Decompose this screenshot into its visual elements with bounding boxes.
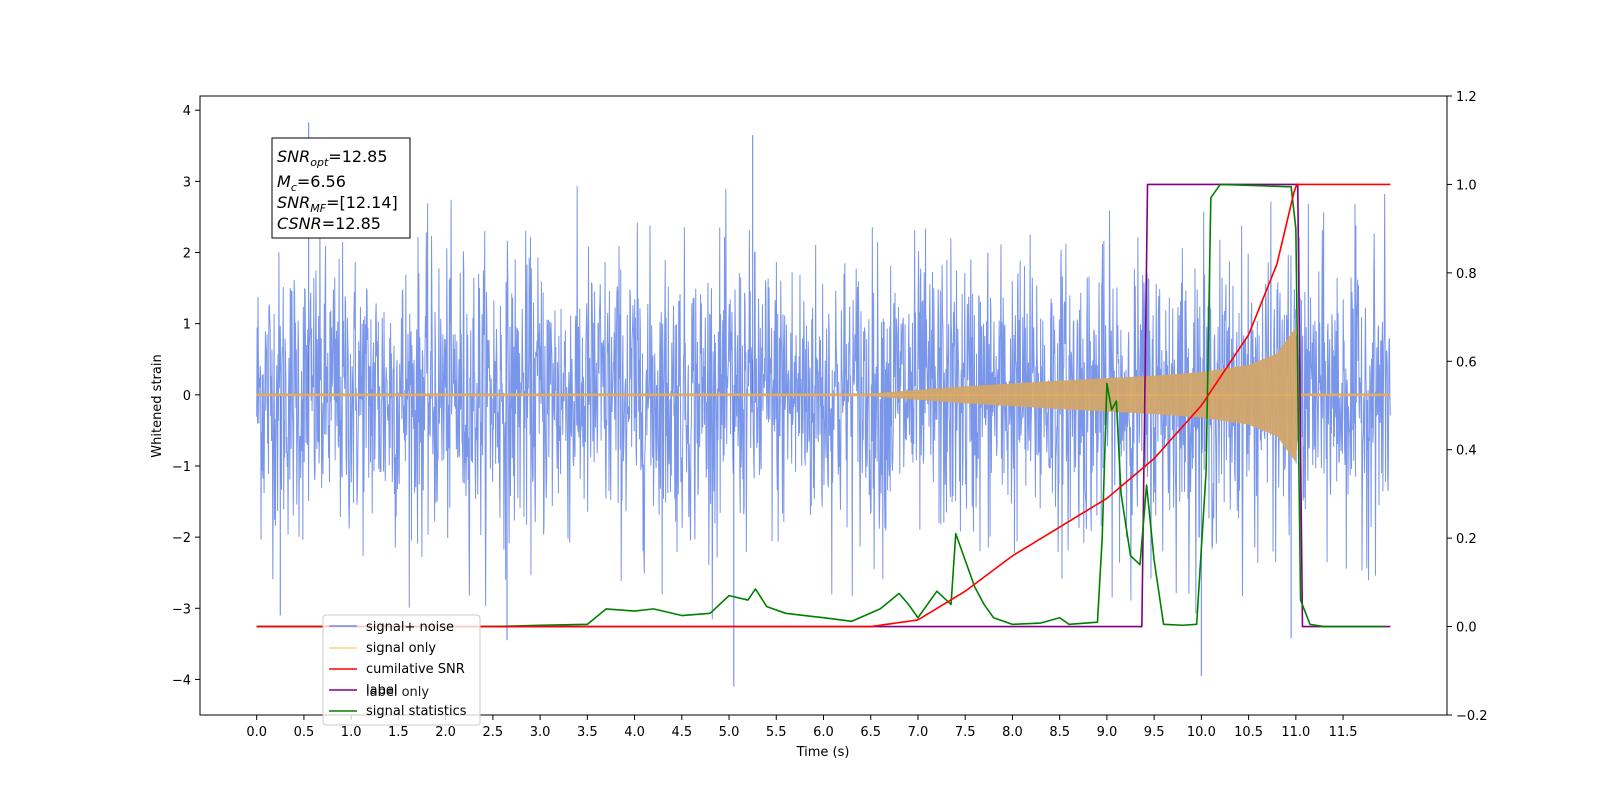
x-tick-label: 4.0 [624,725,645,740]
x-tick-label: 2.5 [483,725,504,740]
y-left-tick-label: −3 [172,602,191,617]
y-axis-left-ticks: 4 3 2 1 0 −1 −2 −3 −4 [172,104,200,688]
annotation-snr-mf: SNRMF=[12.14] [277,193,398,215]
x-axis-label: Time (s) [796,745,850,760]
plot-area [256,122,1391,687]
x-tick-label: 6.0 [813,725,834,740]
svg-text:label: label [366,683,397,698]
svg-text:cumilative SNR: cumilative SNR [366,662,465,677]
series-signal-statistics-line [256,183,1386,628]
y-left-tick-label: −4 [172,673,191,688]
x-tick-label: 11.0 [1281,725,1310,740]
x-tick-label: 0.0 [246,725,267,740]
x-tick-label: 8.0 [1002,725,1023,740]
x-tick-label: 1.0 [341,725,362,740]
y-left-tick-label: 1 [183,318,191,333]
legend-occluded-text: label only [366,685,429,700]
y-left-tick-label: 0 [183,389,191,404]
x-tick-label: 9.0 [1097,725,1118,740]
x-tick-label: 10.0 [1187,725,1216,740]
y-right-tick-label: 0.8 [1456,267,1477,282]
x-tick-label: 5.5 [766,725,787,740]
x-tick-label: 3.0 [530,725,551,740]
annotation-csnr: CSNR=12.85 [277,214,381,233]
y-left-tick-label: −2 [172,531,191,546]
y-right-tick-label: 0.0 [1456,621,1477,636]
x-tick-label: 7.0 [908,725,929,740]
x-tick-label: 0.5 [294,725,315,740]
x-tick-label: 6.5 [860,725,881,740]
x-tick-label: 5.0 [719,725,740,740]
y-right-tick-label: 0.6 [1456,355,1477,370]
x-tick-label: 2.0 [435,725,456,740]
svg-text:signal only: signal only [366,641,436,656]
y-left-tick-label: 4 [183,104,191,119]
annotation-mc: Mc=6.56 [277,172,346,194]
y-left-tick-label: 2 [183,247,191,262]
svg-text:signal statistics: signal statistics [366,704,467,719]
annotation-snr-opt: SNRopt=12.85 [277,147,388,169]
legend-entry-signal-statistics: signal statistics [329,704,467,719]
y-axis-left-label: Whitened strain [150,354,165,457]
x-tick-label: 8.5 [1049,725,1070,740]
legend-entry-signal-only: signal only [329,641,436,656]
y-right-tick-label: 1.2 [1456,90,1477,105]
y-left-tick-label: 3 [183,175,191,190]
annotation-box: SNRopt=12.85 Mc=6.56 SNRMF=[12.14] CSNR=… [271,137,411,239]
x-tick-label: 9.5 [1144,725,1165,740]
y-right-tick-label: −0.2 [1456,709,1488,724]
legend-entry-label: label [329,683,397,698]
x-tick-label: 3.5 [577,725,598,740]
x-tick-label: 1.5 [388,725,409,740]
legend-entry-signal-noise: signal+ noise [329,620,454,635]
y-right-tick-label: 1.0 [1456,178,1477,193]
y-right-tick-label: 0.4 [1456,444,1477,459]
y-left-tick-label: −1 [172,460,191,475]
x-axis-ticks: 0.0 0.5 1.0 1.5 2.0 2.5 3.0 3.5 4.0 4.5 5.0 5.5 6.0 6… [246,715,1358,740]
svg-text:signal+ noise: signal+ noise [366,620,454,635]
y-axis-right-ticks: 1.2 1.0 0.8 0.6 0.4 0.2 0.0 −0.2 [1447,90,1488,724]
y-right-tick-label: 0.2 [1456,532,1477,547]
x-tick-label: 7.5 [955,725,976,740]
legend: label only signal+ noise signal only cum… [322,614,481,726]
legend-entry-cumulative-snr: cumilative SNR [329,662,465,677]
x-tick-label: 4.5 [671,725,692,740]
x-tick-label: 11.5 [1329,725,1358,740]
x-tick-label: 10.5 [1234,725,1263,740]
